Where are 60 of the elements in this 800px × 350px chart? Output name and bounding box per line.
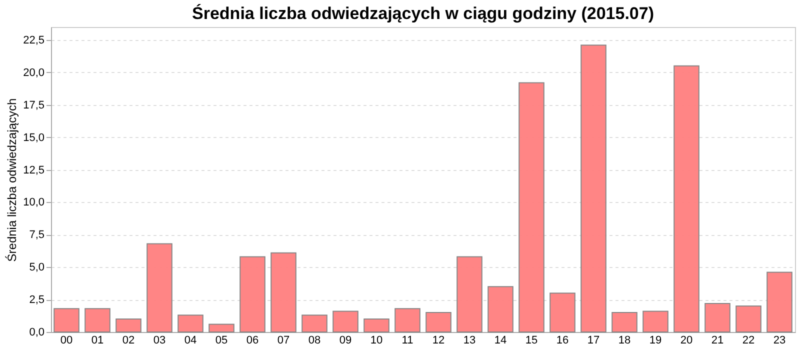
x-tick-label: 20 xyxy=(680,334,693,346)
bar xyxy=(332,310,358,332)
x-tick-label: 22 xyxy=(742,334,755,346)
x-tick-label: 17 xyxy=(587,334,600,346)
bar xyxy=(580,44,606,332)
y-tick-label: 2,5 xyxy=(29,294,44,306)
x-tick-label: 15 xyxy=(525,334,538,346)
bar xyxy=(550,292,576,332)
x-tick-label: 12 xyxy=(432,334,445,346)
x-tick-label: 00 xyxy=(60,334,73,346)
x-tick-label: 05 xyxy=(215,334,228,346)
y-tick-label: 7,5 xyxy=(29,229,44,242)
bar xyxy=(674,65,700,332)
bar xyxy=(178,314,204,332)
bar xyxy=(240,256,266,332)
bar xyxy=(146,243,172,332)
y-tick-label: 22,5 xyxy=(23,34,44,46)
bar xyxy=(302,314,328,332)
x-tick-label: 09 xyxy=(339,334,352,346)
bar xyxy=(208,324,234,332)
x-tick-label: 16 xyxy=(556,334,569,346)
chart-title: Średnia liczba odwiedzających w ciągu godziny (2015.07) xyxy=(192,3,654,23)
x-tick-label: 13 xyxy=(463,334,476,346)
x-tick-label: 14 xyxy=(494,334,507,346)
x-tick-label: 01 xyxy=(91,334,104,346)
bar xyxy=(488,286,514,332)
x-tick-label: 19 xyxy=(649,334,662,346)
x-tick-label: 07 xyxy=(277,334,290,346)
x-tick-label: 08 xyxy=(308,334,321,346)
bar xyxy=(642,310,668,332)
bar xyxy=(84,308,110,332)
x-tick-label: 18 xyxy=(618,334,631,346)
y-tick-label: 5,0 xyxy=(29,262,44,274)
x-tick-label: 02 xyxy=(122,334,135,346)
bar xyxy=(736,306,762,332)
x-tick-label: 03 xyxy=(153,334,166,346)
bar xyxy=(766,272,792,332)
y-tick-label: 12,5 xyxy=(23,164,44,176)
y-tick-label: 10,0 xyxy=(23,196,44,209)
bar xyxy=(364,318,390,332)
y-tick-label: 15,0 xyxy=(23,132,44,144)
x-tick-label: 06 xyxy=(246,334,259,346)
bar xyxy=(518,82,544,332)
x-tick-label: 21 xyxy=(711,334,724,346)
y-tick-label: 0,0 xyxy=(29,326,44,338)
bar xyxy=(54,308,80,332)
bar xyxy=(456,256,482,332)
x-tick-label: 11 xyxy=(402,334,414,346)
bar xyxy=(612,312,638,332)
bar xyxy=(704,302,730,332)
y-tick-label: 20,0 xyxy=(23,66,44,79)
x-tick-label: 04 xyxy=(184,334,197,346)
bar xyxy=(394,308,420,332)
bar xyxy=(116,318,142,332)
bar xyxy=(270,252,296,332)
y-axis-title: Średnia liczba odwiedzających xyxy=(5,98,20,262)
bar xyxy=(426,312,452,332)
x-tick-label: 23 xyxy=(773,334,786,346)
x-tick-label: 10 xyxy=(370,334,383,346)
y-tick-label: 17,5 xyxy=(23,99,44,112)
